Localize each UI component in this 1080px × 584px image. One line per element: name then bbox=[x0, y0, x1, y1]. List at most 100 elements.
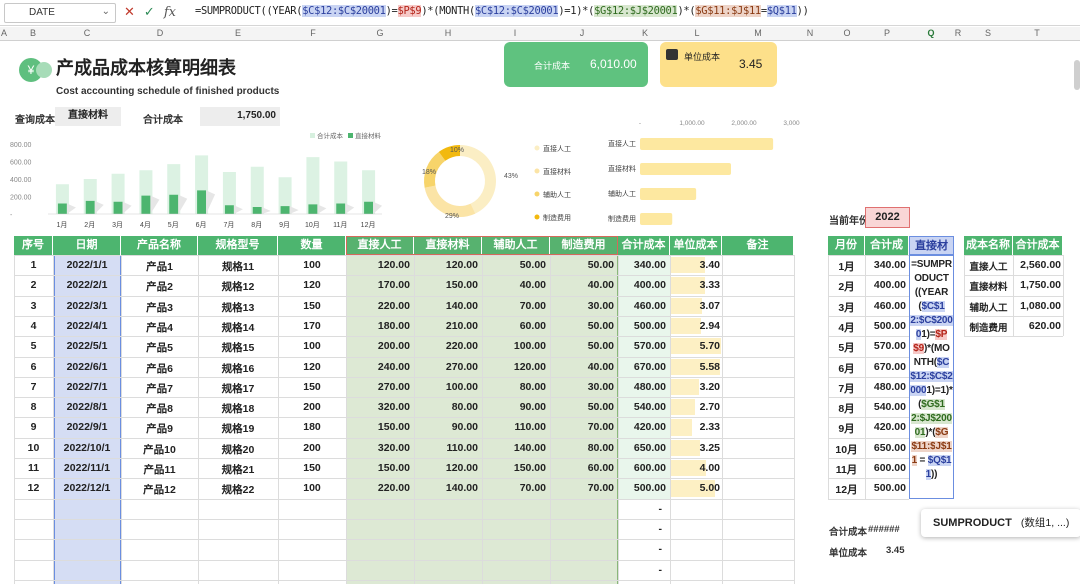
function-tooltip[interactable]: SUMPRODUCT (数组1, ...) bbox=[921, 509, 1080, 537]
table-cell[interactable]: 产品7 bbox=[146, 382, 173, 395]
month-total-cell[interactable]: 500.00 bbox=[873, 319, 906, 332]
table-cell[interactable]: 150.00 bbox=[445, 279, 478, 292]
table-cell[interactable]: 2022/1/1 bbox=[66, 259, 108, 271]
table-header[interactable]: 单位成本 bbox=[670, 236, 721, 255]
month-total-cell[interactable]: 600.00 bbox=[873, 462, 906, 474]
table-header[interactable]: 数量 bbox=[278, 236, 345, 255]
table-cell[interactable]: 240.00 bbox=[377, 360, 410, 373]
month-cell[interactable]: 2月 bbox=[838, 281, 855, 294]
table-cell[interactable]: 规格17 bbox=[221, 382, 255, 395]
column-header[interactable]: M bbox=[754, 28, 762, 38]
table-cell[interactable]: 50.00 bbox=[587, 319, 614, 332]
table-cell[interactable]: 产品11 bbox=[143, 464, 176, 476]
table-cell[interactable]: 规格14 bbox=[221, 321, 255, 334]
table-cell[interactable]: 90.00 bbox=[519, 401, 546, 414]
table-cell[interactable]: 产品4 bbox=[146, 321, 173, 334]
table-cell[interactable]: 5.70 bbox=[699, 340, 720, 353]
month-total-cell[interactable]: 420.00 bbox=[873, 421, 906, 434]
summary-header[interactable]: 合计成本 bbox=[1013, 236, 1062, 255]
table-cell[interactable]: 规格20 bbox=[221, 443, 255, 456]
month-total-cell[interactable]: 540.00 bbox=[873, 401, 906, 414]
table-cell[interactable]: 30.00 bbox=[587, 380, 614, 393]
table-cell[interactable]: 产品1 bbox=[146, 261, 173, 273]
month-total-cell[interactable]: 670.00 bbox=[873, 360, 906, 373]
table-cell[interactable]: 200 bbox=[303, 441, 321, 454]
table-cell[interactable]: 5.00 bbox=[699, 482, 720, 495]
table-cell[interactable]: 80.00 bbox=[587, 441, 614, 454]
column-header[interactable]: C bbox=[83, 28, 91, 38]
close-icon[interactable]: ✕ bbox=[124, 4, 135, 19]
table-cell[interactable]: 2.33 bbox=[699, 421, 720, 434]
month-total-cell[interactable]: 570.00 bbox=[873, 340, 906, 353]
table-cell[interactable]: 600.00 bbox=[633, 462, 666, 474]
table-cell[interactable]: 420.00 bbox=[633, 421, 666, 434]
table-cell[interactable]: 140.00 bbox=[445, 482, 478, 495]
month-cell[interactable]: 1月 bbox=[838, 261, 855, 273]
table-cell[interactable]: 2022/2/1 bbox=[66, 279, 108, 292]
table-cell[interactable]: 100 bbox=[303, 259, 321, 271]
table-cell[interactable]: 320.00 bbox=[377, 441, 410, 454]
table-cell[interactable]: 100 bbox=[303, 340, 321, 353]
table-cell[interactable]: 3.07 bbox=[699, 299, 720, 312]
column-header[interactable]: O bbox=[843, 28, 851, 38]
table-cell[interactable]: 50.00 bbox=[587, 401, 614, 414]
month-cell[interactable]: 11月 bbox=[835, 464, 858, 476]
table-cell[interactable]: 4.00 bbox=[699, 462, 720, 474]
table-cell[interactable]: 4 bbox=[30, 319, 37, 332]
empty-total-cell[interactable]: - bbox=[658, 502, 663, 515]
fx-icon[interactable]: fx bbox=[163, 5, 176, 20]
month-cell[interactable]: 5月 bbox=[838, 342, 855, 355]
column-header[interactable]: F bbox=[310, 28, 316, 38]
table-cell[interactable]: 400.00 bbox=[633, 279, 666, 292]
month-total-cell[interactable]: 460.00 bbox=[873, 299, 906, 312]
table-cell[interactable]: 2022/7/1 bbox=[66, 380, 108, 393]
summary-value-cell[interactable]: 620.00 bbox=[1028, 319, 1061, 332]
table-cell[interactable]: 3.33 bbox=[699, 279, 720, 292]
month-table-header[interactable]: 合计成本 bbox=[865, 236, 908, 270]
table-header[interactable]: 合计成本 bbox=[618, 236, 669, 255]
month-cell[interactable]: 3月 bbox=[838, 301, 855, 314]
table-cell[interactable]: 11 bbox=[27, 462, 40, 474]
table-cell[interactable]: 500.00 bbox=[633, 482, 666, 495]
table-cell[interactable]: 340.00 bbox=[633, 259, 666, 271]
table-cell[interactable]: 规格11 bbox=[221, 261, 255, 273]
editing-cell[interactable]: =SUMPRODUCT((YEAR($C$12:$C$20001)=$P$9)*… bbox=[909, 255, 954, 499]
table-cell[interactable]: 规格12 bbox=[221, 281, 255, 294]
table-cell[interactable]: 650.00 bbox=[633, 441, 666, 454]
month-cell[interactable]: 4月 bbox=[838, 321, 855, 334]
table-cell[interactable]: 90.00 bbox=[451, 421, 478, 434]
month-total-cell[interactable]: 400.00 bbox=[873, 279, 906, 292]
table-cell[interactable]: 220.00 bbox=[445, 340, 478, 353]
table-cell[interactable]: 200.00 bbox=[377, 340, 410, 353]
table-cell[interactable]: 320.00 bbox=[377, 401, 410, 414]
table-cell[interactable]: 150.00 bbox=[377, 462, 410, 474]
column-header[interactable]: P bbox=[883, 28, 891, 38]
column-header[interactable]: H bbox=[444, 28, 452, 38]
table-cell[interactable]: 270.00 bbox=[445, 360, 478, 373]
table-cell[interactable]: 产品2 bbox=[146, 281, 173, 294]
table-cell[interactable]: 规格19 bbox=[221, 423, 255, 436]
table-cell[interactable]: 120.00 bbox=[377, 259, 410, 271]
table-cell[interactable]: 80.00 bbox=[451, 401, 478, 414]
formula-input[interactable]: =SUMPRODUCT((YEAR($C$12:$C$20001)=$P$9)*… bbox=[195, 5, 809, 17]
table-cell[interactable]: 170.00 bbox=[377, 279, 410, 292]
table-cell[interactable]: 50.00 bbox=[519, 259, 546, 271]
table-cell[interactable]: 产品12 bbox=[143, 484, 176, 497]
table-cell[interactable]: 6 bbox=[30, 360, 37, 373]
table-cell[interactable]: 70.00 bbox=[587, 421, 614, 434]
scrollbar[interactable] bbox=[1074, 60, 1080, 90]
summary-name-cell[interactable]: 直接材料 bbox=[969, 282, 1008, 294]
year-input[interactable]: 2022 bbox=[865, 207, 910, 228]
table-cell[interactable]: 产品8 bbox=[146, 403, 173, 416]
table-cell[interactable]: 10 bbox=[27, 441, 40, 454]
table-header[interactable]: 产品名称 bbox=[121, 236, 197, 255]
table-cell[interactable]: 220.00 bbox=[377, 482, 410, 495]
check-icon[interactable]: ✓ bbox=[143, 4, 155, 19]
table-cell[interactable]: 120 bbox=[303, 360, 321, 373]
table-cell[interactable]: 180 bbox=[303, 421, 321, 434]
table-cell[interactable]: 270.00 bbox=[377, 380, 410, 393]
month-cell[interactable]: 7月 bbox=[838, 382, 855, 395]
table-cell[interactable]: 规格21 bbox=[221, 464, 255, 476]
table-cell[interactable]: 2022/11/1 bbox=[63, 462, 111, 474]
table-header[interactable]: 序号 bbox=[14, 236, 52, 255]
